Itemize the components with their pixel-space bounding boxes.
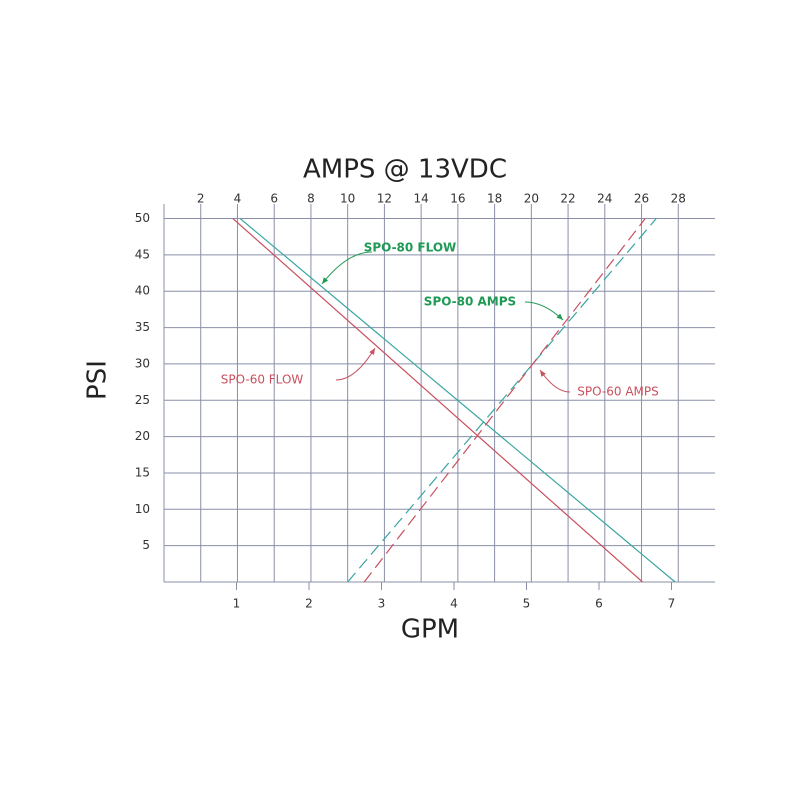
x-tick-label: 7	[668, 597, 676, 611]
x2-tick-label: 26	[634, 192, 649, 206]
annotation-arrow	[321, 251, 373, 285]
annotation: SPO-60 FLOW	[221, 373, 304, 387]
y-axis-title: PSI	[83, 360, 113, 400]
y-tick-label: 30	[135, 356, 150, 370]
x-axis-title: GPM	[401, 615, 459, 645]
x2-tick-label: 20	[524, 192, 539, 206]
y-tick-label: 10	[135, 502, 150, 516]
x2-tick-label: 18	[487, 192, 502, 206]
x-tick-label: 6	[595, 597, 603, 611]
arrow-head	[322, 277, 329, 284]
x2-tick-label: 6	[270, 192, 278, 206]
y-tick-label: 25	[135, 393, 150, 407]
series-line	[232, 218, 643, 583]
y-tick-label: 20	[135, 429, 150, 443]
x-tick-label: 3	[378, 597, 386, 611]
x2-axis-title: AMPS @ 13VDC	[303, 155, 507, 185]
y-tick-label: 35	[135, 320, 150, 334]
x-tick-label: 4	[450, 597, 458, 611]
x2-tick-label: 2	[197, 192, 205, 206]
x2-tick-label: 10	[340, 192, 355, 206]
x2-tick-label: 16	[450, 192, 465, 206]
arrow-head	[369, 348, 375, 355]
series-line	[239, 218, 676, 583]
x2-tick-label: 8	[307, 192, 315, 206]
x-tick-label: 1	[233, 597, 241, 611]
x2-tick-label: 28	[671, 192, 686, 206]
x2-tick-label: 24	[597, 192, 612, 206]
arrow-head	[556, 313, 563, 320]
annotation: SPO-80 FLOW	[364, 241, 457, 255]
x2-tick-label: 22	[560, 192, 575, 206]
y-tick-label: 5	[142, 538, 150, 552]
arrow-head	[540, 370, 546, 377]
series-line	[363, 218, 646, 583]
series-line	[347, 218, 657, 583]
x2-tick-label: 12	[377, 192, 392, 206]
y-tick-label: 15	[135, 465, 150, 479]
x-tick-label: 5	[523, 597, 531, 611]
x2-tick-label: 14	[413, 192, 428, 206]
y-tick-label: 45	[135, 247, 150, 261]
x-tick-label: 2	[305, 597, 313, 611]
y-tick-label: 40	[135, 284, 150, 298]
annotation: SPO-80 AMPS	[424, 295, 516, 309]
y-tick-label: 50	[135, 211, 150, 225]
annotation: SPO-60 AMPS	[577, 385, 658, 399]
x2-tick-label: 4	[234, 192, 242, 206]
